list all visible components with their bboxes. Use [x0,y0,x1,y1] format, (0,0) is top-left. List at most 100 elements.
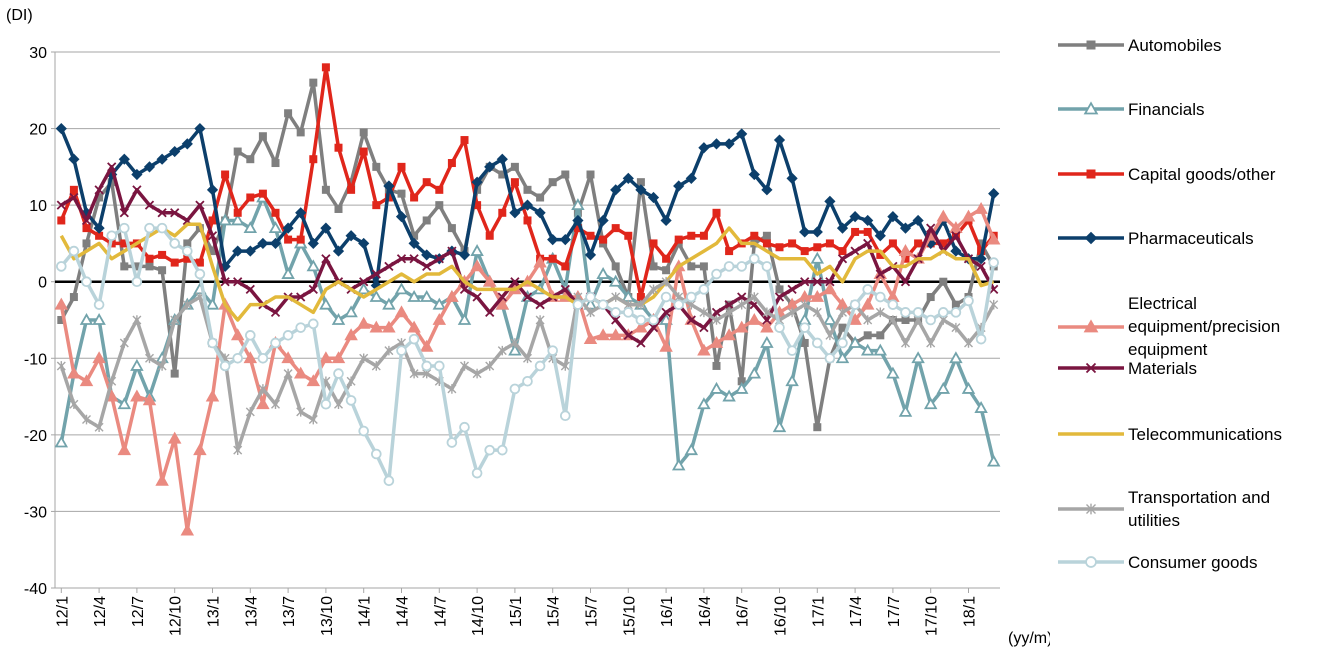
marker [699,262,708,271]
marker [473,201,482,210]
x-axis-label: (yy/m) [1008,630,1050,647]
marker [837,254,848,264]
series [57,63,998,302]
marker [974,201,988,214]
marker [951,300,960,309]
marker [662,266,671,275]
marker [170,369,179,378]
marker [761,261,773,272]
marker [725,247,734,256]
marker [245,284,255,295]
marker [296,128,305,137]
marker [611,262,620,271]
marker [281,267,295,279]
marker [950,245,962,257]
marker [623,330,633,340]
marker [170,208,180,218]
marker [812,277,822,287]
marker [825,239,834,248]
marker [724,300,734,310]
marker [811,226,823,238]
marker [760,335,774,348]
marker [485,231,494,240]
marker [459,284,470,295]
marker [258,384,268,394]
marker [1086,40,1096,50]
marker [143,161,156,173]
marker [471,467,483,479]
marker [359,128,368,137]
marker [82,239,91,248]
marker [446,437,458,448]
marker [709,381,724,394]
marker [306,374,321,387]
marker [823,312,837,325]
chart: (DI) (yy/m) -40 -30 -20 -10 0 10 20 30 12/1 12/4 1… [6,7,1052,647]
marker [182,245,193,257]
marker [397,162,406,171]
marker [295,207,307,219]
x-tick-label: 13/1 [206,596,223,627]
marker [258,189,267,198]
marker [410,193,419,202]
marker [230,213,245,226]
marker [334,143,343,152]
x-tick-label: 12/1 [54,596,71,627]
marker [470,259,484,272]
marker [394,282,409,295]
marker [649,239,658,248]
marker [372,201,381,210]
marker [986,454,1001,467]
marker [233,208,242,217]
marker [534,207,546,219]
marker [836,222,849,234]
marker [183,254,192,263]
marker [863,315,873,325]
marker [321,185,330,194]
marker [886,366,900,379]
marker [899,222,912,234]
marker [447,159,456,168]
marker [142,393,157,406]
marker [57,216,66,225]
marker [548,178,557,187]
marker [119,338,129,348]
marker [1083,101,1099,115]
marker [308,414,318,425]
marker [107,178,116,187]
marker [421,360,433,372]
marker [762,231,771,240]
marker [370,448,382,460]
marker [118,153,130,165]
x-tick-label: 16/4 [697,596,714,627]
marker [55,261,67,272]
marker [347,178,356,187]
x-tick-label: 15/4 [546,596,563,627]
marker [132,262,141,271]
legend-label: Consumer goods [1128,552,1258,572]
marker [344,305,358,318]
marker [407,320,421,333]
marker [296,407,306,417]
marker [686,315,696,325]
marker [397,189,406,198]
marker [359,147,368,156]
legend-label: Transportation and utilities [1128,488,1271,530]
marker [988,188,1000,200]
y-tick-label: -30 [24,504,47,521]
marker [624,231,633,240]
marker [898,404,913,417]
marker [422,216,431,225]
marker [977,239,986,248]
marker [422,261,432,272]
marker [523,353,532,364]
marker [319,351,333,364]
marker [975,333,987,345]
marker [988,257,999,268]
marker [825,277,835,287]
marker [332,245,345,257]
marker [283,368,293,379]
marker [748,253,760,265]
marker [144,200,155,210]
x-tick-label: 14/4 [395,596,412,627]
